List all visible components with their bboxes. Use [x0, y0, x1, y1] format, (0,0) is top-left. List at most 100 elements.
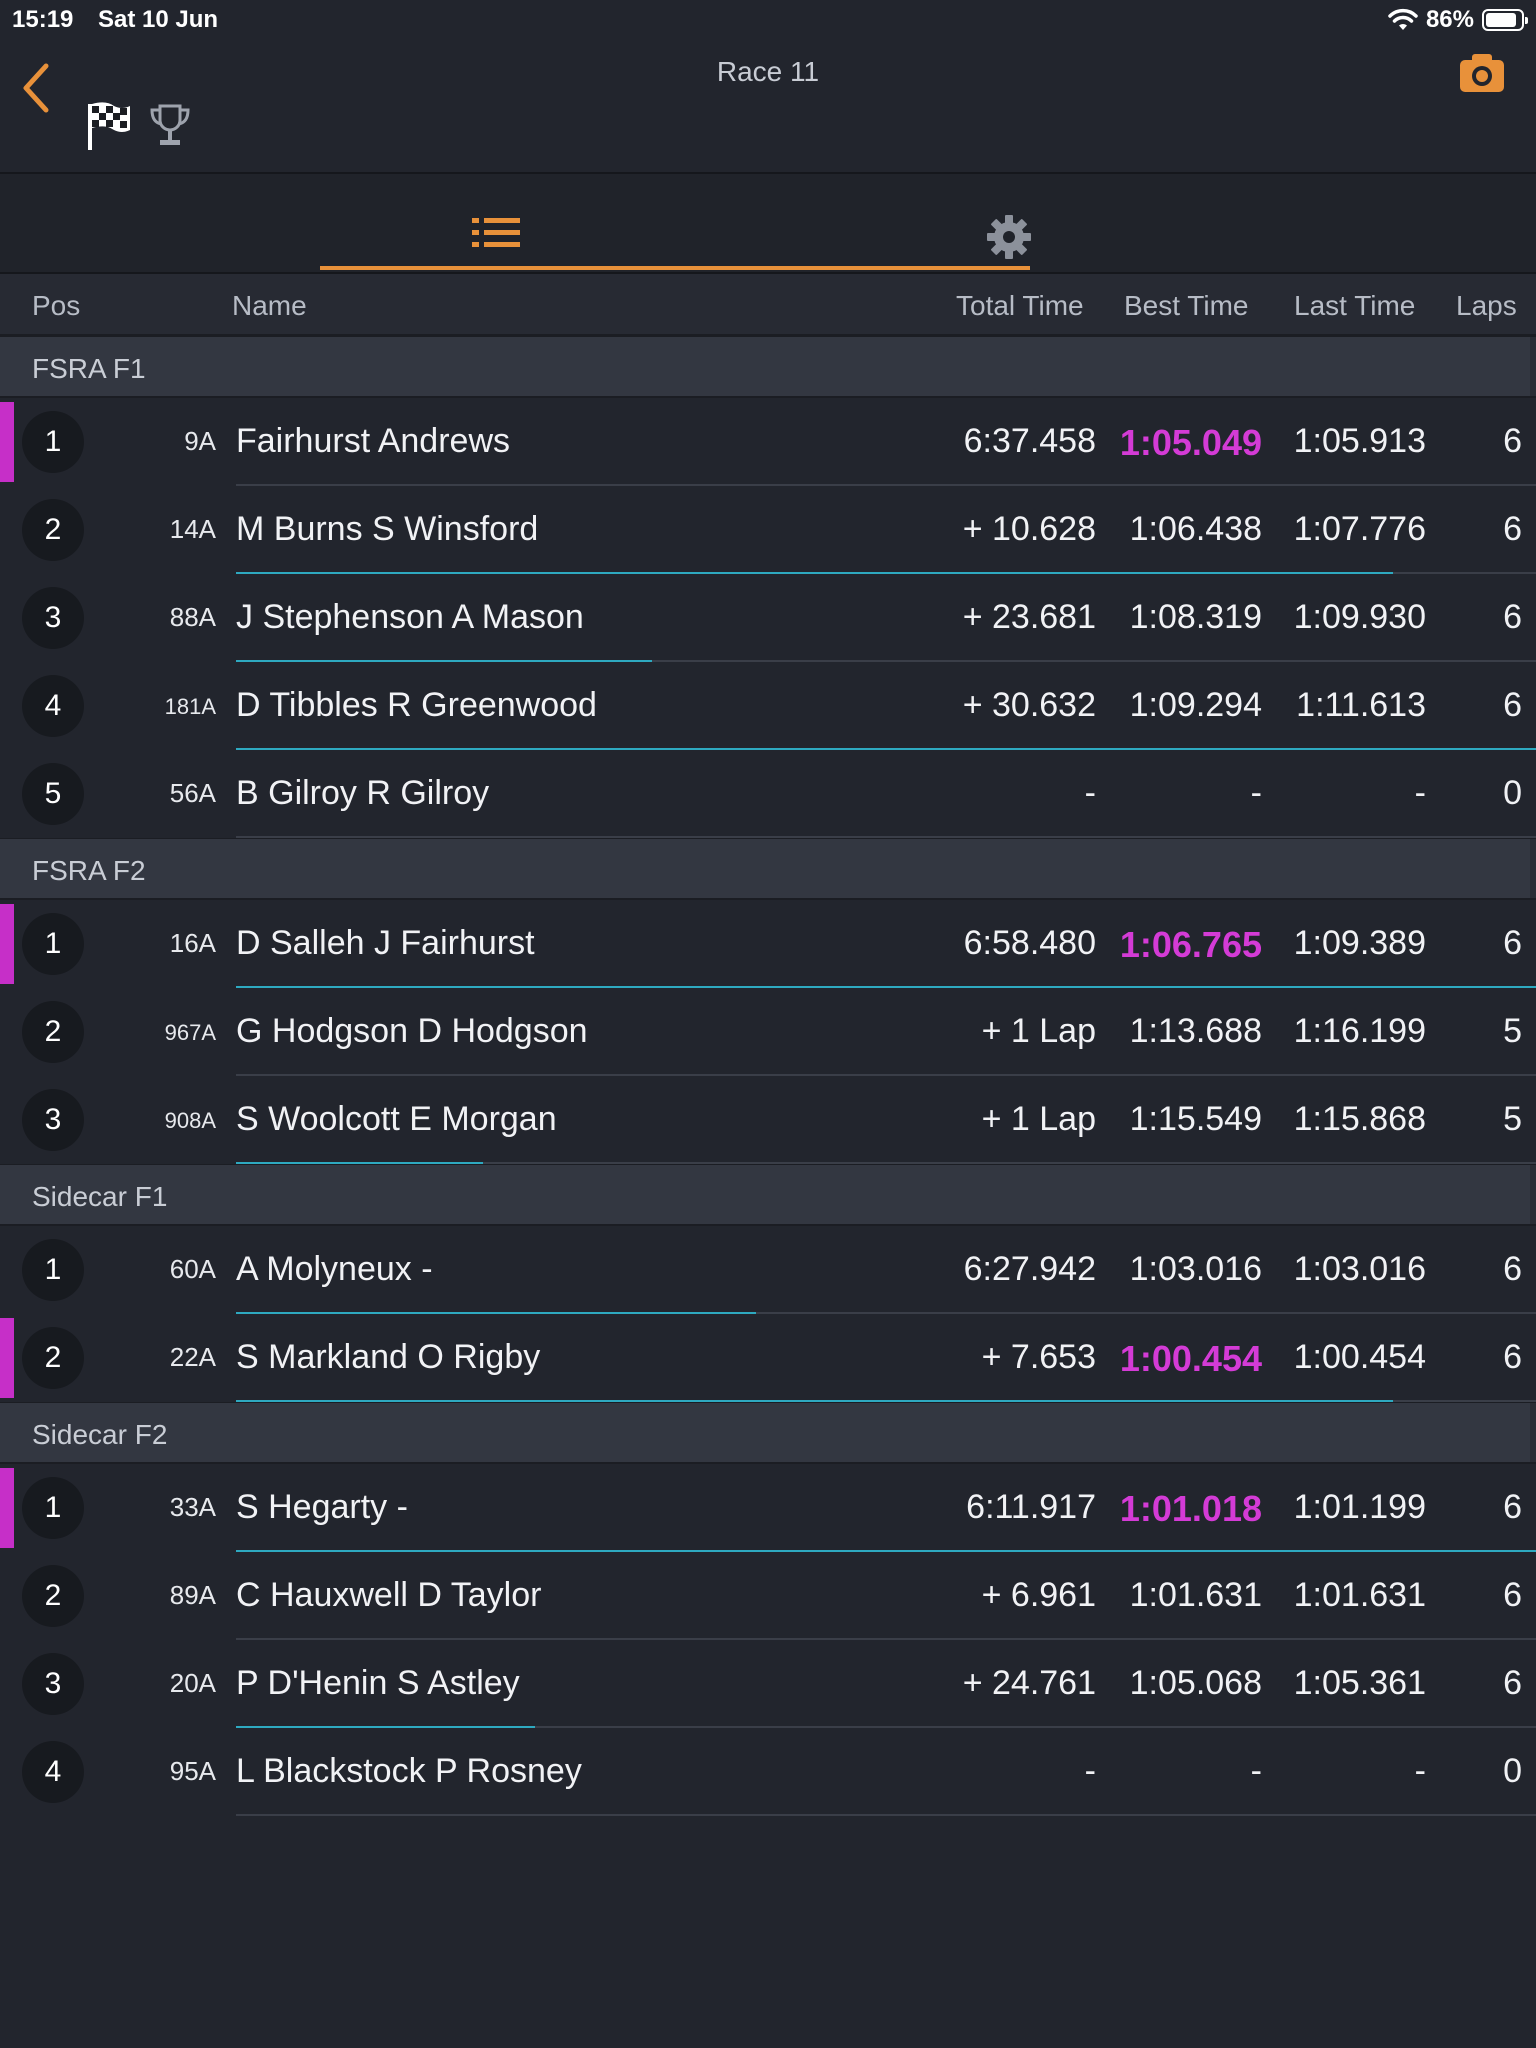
lap-progress-line [236, 660, 652, 662]
laps-count: 6 [1503, 924, 1522, 962]
competitor-number: 22A [169, 1342, 216, 1372]
row-divider [236, 1814, 1536, 1816]
battery-icon [1482, 9, 1528, 31]
section-header: FSRA F2 [0, 838, 1536, 900]
best-time: 1:01.631 [1129, 1576, 1262, 1614]
table-row[interactable]: 1 60A A Molyneux - 6:27.942 1:03.016 1:03.016… [0, 1226, 1536, 1314]
position-badge: 1 [22, 913, 84, 975]
col-name[interactable]: Name [232, 290, 307, 321]
tab-results-list[interactable] [320, 170, 1030, 270]
competitor-name: Fairhurst Andrews [236, 422, 510, 460]
competitor-number: 181A [164, 694, 216, 719]
competitor-number: 95A [169, 1756, 216, 1786]
last-time: 1:00.454 [1293, 1338, 1426, 1376]
competitor-number: 60A [169, 1254, 216, 1284]
checkered-flag-icon[interactable] [86, 100, 134, 152]
section-header: FSRA F1 [0, 336, 1536, 398]
competitor-number: 16A [169, 928, 216, 958]
best-time: 1:06.438 [1129, 510, 1262, 548]
competitor-name: L Blackstock P Rosney [236, 1752, 582, 1790]
trophy-icon[interactable] [148, 102, 192, 150]
position-badge: 1 [22, 1239, 84, 1301]
competitor-name: D Salleh J Fairhurst [236, 924, 535, 962]
section-title: Sidecar F2 [32, 1419, 168, 1450]
best-time: 1:13.688 [1129, 1012, 1262, 1050]
table-row[interactable]: 3 88A J Stephenson A Mason + 23.681 1:08.319… [0, 574, 1536, 662]
laps-count: 6 [1503, 1250, 1522, 1288]
section-header: Sidecar F2 [0, 1402, 1536, 1464]
table-row[interactable]: 2 22A S Markland O Rigby + 7.653 1:00.454 1:0… [0, 1314, 1536, 1402]
last-time: 1:11.613 [1296, 686, 1426, 724]
lap-progress-line [236, 748, 1536, 750]
table-row[interactable]: 2 89A C Hauxwell D Taylor + 6.961 1:01.631 1:… [0, 1552, 1536, 1640]
row-divider [236, 484, 1536, 486]
position-badge: 1 [22, 411, 84, 473]
table-row[interactable]: 4 181A D Tibbles R Greenwood + 30.632 1:09.2… [0, 662, 1536, 750]
position-badge: 5 [22, 763, 84, 825]
laps-count: 6 [1503, 422, 1522, 460]
laps-count: 6 [1503, 686, 1522, 724]
table-row[interactable]: 2 14A M Burns S Winsford + 10.628 1:06.438 1:… [0, 486, 1536, 574]
section-title: FSRA F2 [32, 855, 146, 886]
competitor-number: 33A [169, 1492, 216, 1522]
fastest-lap-marker [0, 402, 14, 482]
position-badge: 2 [22, 1001, 84, 1063]
position-badge: 1 [22, 1477, 84, 1539]
col-best-time[interactable]: Best Time [1124, 290, 1249, 321]
competitor-number: 20A [169, 1668, 216, 1698]
page-title: Race 11 [716, 56, 820, 87]
best-time: 1:05.049 [1119, 422, 1262, 463]
table-row[interactable]: 2 967A G Hodgson D Hodgson + 1 Lap 1:13.688 1… [0, 988, 1536, 1076]
camera-icon[interactable] [1458, 52, 1506, 94]
total-time: 6:58.480 [963, 924, 1096, 962]
table-row[interactable]: 3 908A S Woolcott E Morgan + 1 Lap 1:15.549 1… [0, 1076, 1536, 1164]
status-bar: 15:19 Sat 10 Jun 86% [0, 0, 1536, 40]
list-icon [472, 218, 520, 247]
last-time: - [1414, 1752, 1426, 1790]
status-time: 15:19 [12, 6, 74, 33]
total-time: 6:27.942 [963, 1250, 1096, 1288]
row-divider [236, 660, 1536, 662]
best-time: 1:06.765 [1119, 924, 1262, 965]
position-badge: 2 [22, 1565, 84, 1627]
col-laps[interactable]: Laps [1456, 290, 1517, 321]
best-time: - [1250, 774, 1262, 812]
section-title: Sidecar F1 [32, 1181, 168, 1212]
laps-count: 0 [1503, 1752, 1522, 1790]
competitor-number: 9A [184, 426, 216, 456]
table-row[interactable]: 4 95A L Blackstock P Rosney - - - 0 [0, 1728, 1536, 1816]
back-button[interactable] [14, 58, 64, 118]
total-time: 6:11.917 [966, 1488, 1096, 1526]
table-row[interactable]: 1 9A Fairhurst Andrews 6:37.458 1:05.049 1:05… [0, 398, 1536, 486]
table-row[interactable]: 1 16A D Salleh J Fairhurst 6:58.480 1:06.765… [0, 900, 1536, 988]
laps-count: 6 [1503, 1576, 1522, 1614]
table-row[interactable]: 1 33A S Hegarty - 6:11.917 1:01.018 1:01.199 6 [0, 1464, 1536, 1552]
competitor-name: S Markland O Rigby [236, 1338, 541, 1376]
laps-count: 6 [1503, 598, 1522, 636]
section-header: Sidecar F1 [0, 1164, 1536, 1226]
last-time: 1:01.199 [1293, 1488, 1426, 1526]
competitor-name: A Molyneux - [236, 1250, 433, 1288]
last-time: 1:15.868 [1293, 1100, 1426, 1138]
laps-count: 0 [1503, 774, 1522, 812]
col-last-time[interactable]: Last Time [1294, 290, 1416, 321]
lap-progress-line [236, 1312, 756, 1314]
nav-bar: Race 11 [0, 40, 1536, 174]
chevron-left-icon [23, 63, 49, 113]
total-time: + 23.681 [962, 598, 1096, 636]
lap-progress-line [236, 1726, 535, 1728]
gear-icon [987, 215, 1031, 259]
table-row[interactable]: 5 56A B Gilroy R Gilroy - - - 0 [0, 750, 1536, 838]
row-divider [236, 836, 1536, 838]
laps-count: 6 [1503, 1338, 1522, 1376]
col-total-time[interactable]: Total Time [956, 290, 1084, 321]
col-pos[interactable]: Pos [32, 290, 81, 321]
competitor-number: 56A [169, 778, 216, 808]
position-badge: 2 [22, 499, 84, 561]
competitor-name: S Hegarty - [236, 1488, 408, 1526]
tab-settings[interactable] [987, 174, 1536, 274]
last-time: 1:07.776 [1293, 510, 1426, 548]
table-row[interactable]: 3 20A P D'Henin S Astley + 24.761 1:05.068 1:… [0, 1640, 1536, 1728]
status-right: 86% [1388, 6, 1528, 34]
best-time: 1:08.319 [1129, 598, 1262, 636]
